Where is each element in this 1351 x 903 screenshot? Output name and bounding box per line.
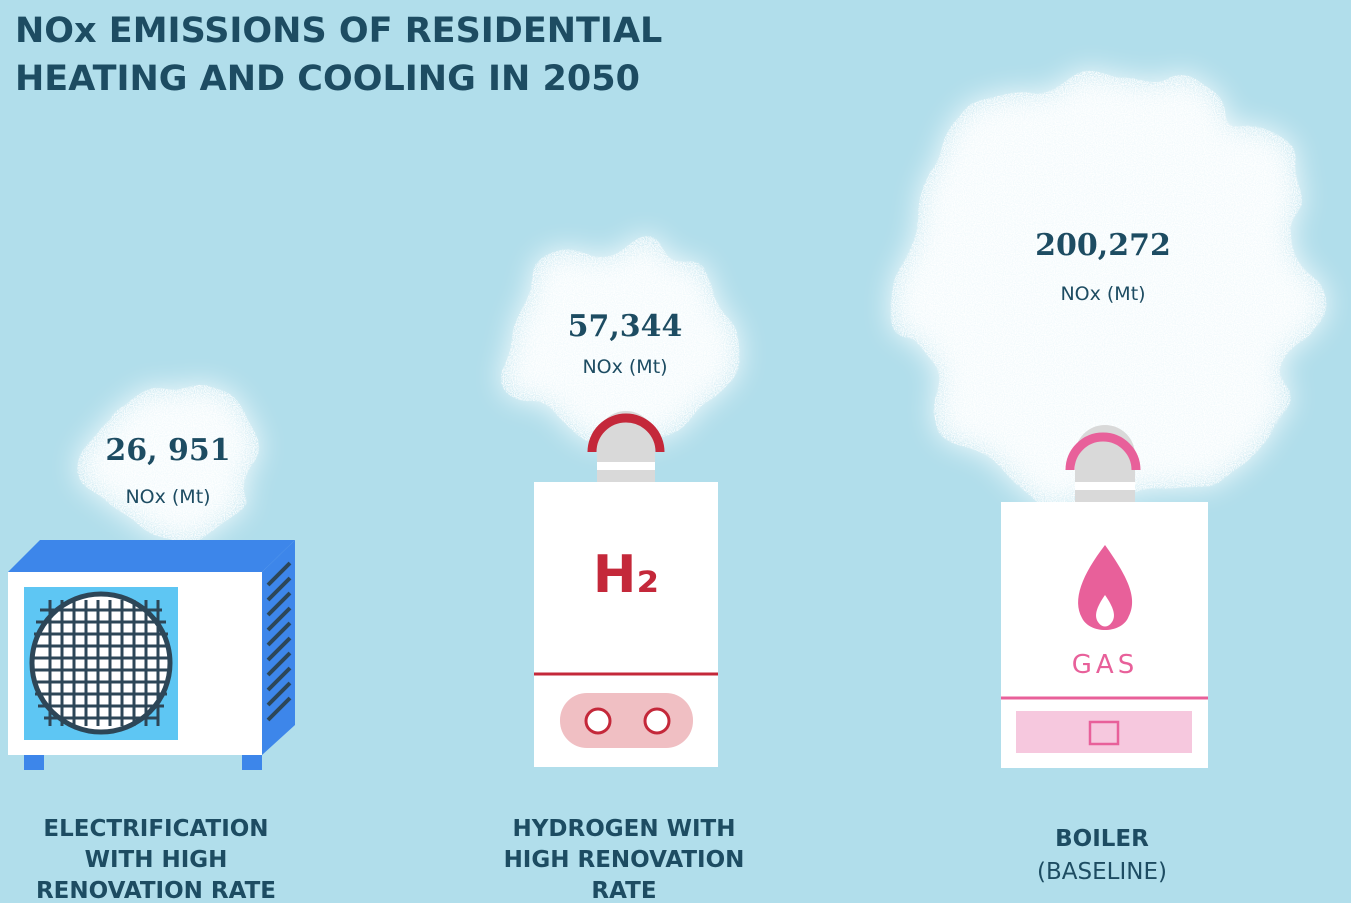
category-label: WITH HIGH [85, 847, 228, 873]
unit-label: NOx (Mt) [582, 356, 667, 378]
icon-text: H₂ [593, 545, 659, 605]
category-label: HIGH RENOVATION [504, 847, 745, 873]
title-line: NOx EMISSIONS OF RESIDENTIAL [15, 11, 662, 51]
labels: ELECTRIFICATION WITH HIGH RENOVATION RATE H… [36, 816, 1149, 903]
unit-label: NOx (Mt) [1060, 283, 1145, 305]
category-label: ELECTRIFICATION [43, 816, 268, 842]
value-label: 57,344 [568, 309, 683, 344]
infographic: NOx EMISSIONS OF RESIDENTIAL HEATING AND… [0, 0, 1351, 903]
category-label: BOILER [1055, 826, 1149, 852]
unit-label: NOx (Mt) [125, 486, 210, 508]
value-label: 200,272 [1035, 228, 1171, 263]
category-label: RENOVATION RATE [36, 878, 276, 903]
category-label: HYDROGEN WITH [513, 816, 736, 842]
category-label: RATE [591, 878, 656, 903]
value-label: 26, 951 [105, 433, 230, 468]
heat-pump-icon [8, 540, 295, 770]
sublabel: (BASELINE) [1037, 859, 1167, 885]
title-line: HEATING AND COOLING IN 2050 [15, 59, 640, 99]
icon-text: GAS [1072, 650, 1138, 680]
